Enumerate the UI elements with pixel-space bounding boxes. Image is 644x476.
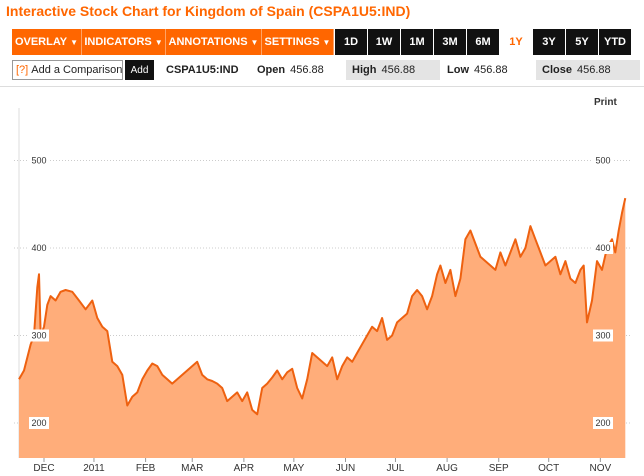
low-label: Low [447,64,469,76]
close-label: Close [542,64,572,76]
price-area [19,198,626,458]
x-tick-label: MAR [181,463,203,474]
high-label: High [352,64,377,76]
annotations-menu[interactable]: ANNOTATIONS ▼ [166,29,262,55]
high-number: 456.88 [381,64,416,76]
range-1m-button[interactable]: 1M [401,29,433,55]
y-tick-label-left-bg [29,154,49,167]
caret-down-icon: ▼ [322,37,331,47]
range-1d-button[interactable]: 1D [335,29,367,55]
indicators-menu-label: INDICATORS [84,36,152,48]
add-button[interactable]: Add [125,60,154,80]
range-3y-button[interactable]: 3Y [533,29,565,55]
print-link[interactable]: Print [594,97,617,108]
caret-down-icon: ▼ [154,37,163,47]
x-tick-label: APR [234,463,255,474]
y-tick-label-left-bg [29,242,49,254]
y-tick-label-right-bg [593,417,613,429]
price-chart[interactable]: 200 200 300 300 400 400 500 500 DEC 2011 FEB MAR AP… [0,108,644,476]
overlay-menu-label: OVERLAY [14,36,68,48]
quote-bar: [?] Add a Comparison Add CSPA1U5:IND Ope… [12,60,642,80]
y-tick-label-right-bg [593,242,613,254]
close-number: 456.88 [576,64,611,76]
range-6m-button[interactable]: 6M [467,29,499,55]
add-comparison-label: Add a Comparison [31,64,123,76]
open-label: Open [257,64,286,76]
range-1w-button[interactable]: 1W [368,29,400,55]
x-tick-label: DEC [33,463,54,474]
x-tick-label: OCT [538,463,559,474]
y-tick-label-left-bg [29,329,49,342]
add-comparison-input[interactable]: [?] Add a Comparison [12,60,123,80]
x-tick-label: JUN [336,463,355,474]
y-tick-label-right: 300 [595,331,610,341]
low-number: 456.88 [474,64,508,76]
y-tick-label-left-bg [29,417,49,429]
high-value: High 456.88 [346,60,440,80]
range-1y-button[interactable]: 1Y [500,29,532,55]
indicators-menu[interactable]: INDICATORS ▼ [82,29,166,55]
y-tick-label-right-bg [593,154,613,167]
y-tick-label-left: 200 [31,418,46,428]
y-tick-label-right: 400 [595,243,610,253]
y-tick-label-right: 200 [595,418,610,428]
settings-menu[interactable]: SETTINGS ▼ [262,29,334,55]
page-title: Interactive Stock Chart for Kingdom of S… [6,3,411,19]
y-tick-label-left: 300 [31,331,46,341]
price-line [18,197,627,416]
chart-toolbar: OVERLAY ▼ INDICATORS ▼ ANNOTATIONS ▼ SETTIN… [12,29,631,55]
x-tick-label: FEB [136,463,156,474]
range-3m-button[interactable]: 3M [434,29,466,55]
x-tick-label: JUL [387,463,405,474]
settings-menu-label: SETTINGS [264,36,320,48]
range-ytd-button[interactable]: YTD [599,29,631,55]
close-value: Close 456.88 [536,60,640,80]
open-value: Open 456.88 [257,60,324,80]
x-tick-label: 2011 [83,463,105,474]
x-tick-label: NOV [590,463,612,474]
x-tick-label: AUG [436,463,458,474]
y-tick-label-right-bg [593,329,613,342]
range-5y-button[interactable]: 5Y [566,29,598,55]
divider [0,86,644,87]
x-tick-label: MAY [283,463,304,474]
ticker-label: CSPA1U5:IND [166,64,239,76]
caret-down-icon: ▼ [70,37,79,47]
help-icon[interactable]: [?] [16,64,29,76]
y-tick-label-left: 400 [31,243,46,253]
caret-down-icon: ▼ [250,37,259,47]
x-tick-label: SEP [489,463,509,474]
open-number: 456.88 [290,64,324,76]
overlay-menu[interactable]: OVERLAY ▼ [12,29,82,55]
y-tick-label-right: 500 [595,156,610,166]
low-value: Low 456.88 [447,60,508,80]
y-tick-label-left: 500 [31,156,46,166]
annotations-menu-label: ANNOTATIONS [168,36,248,48]
